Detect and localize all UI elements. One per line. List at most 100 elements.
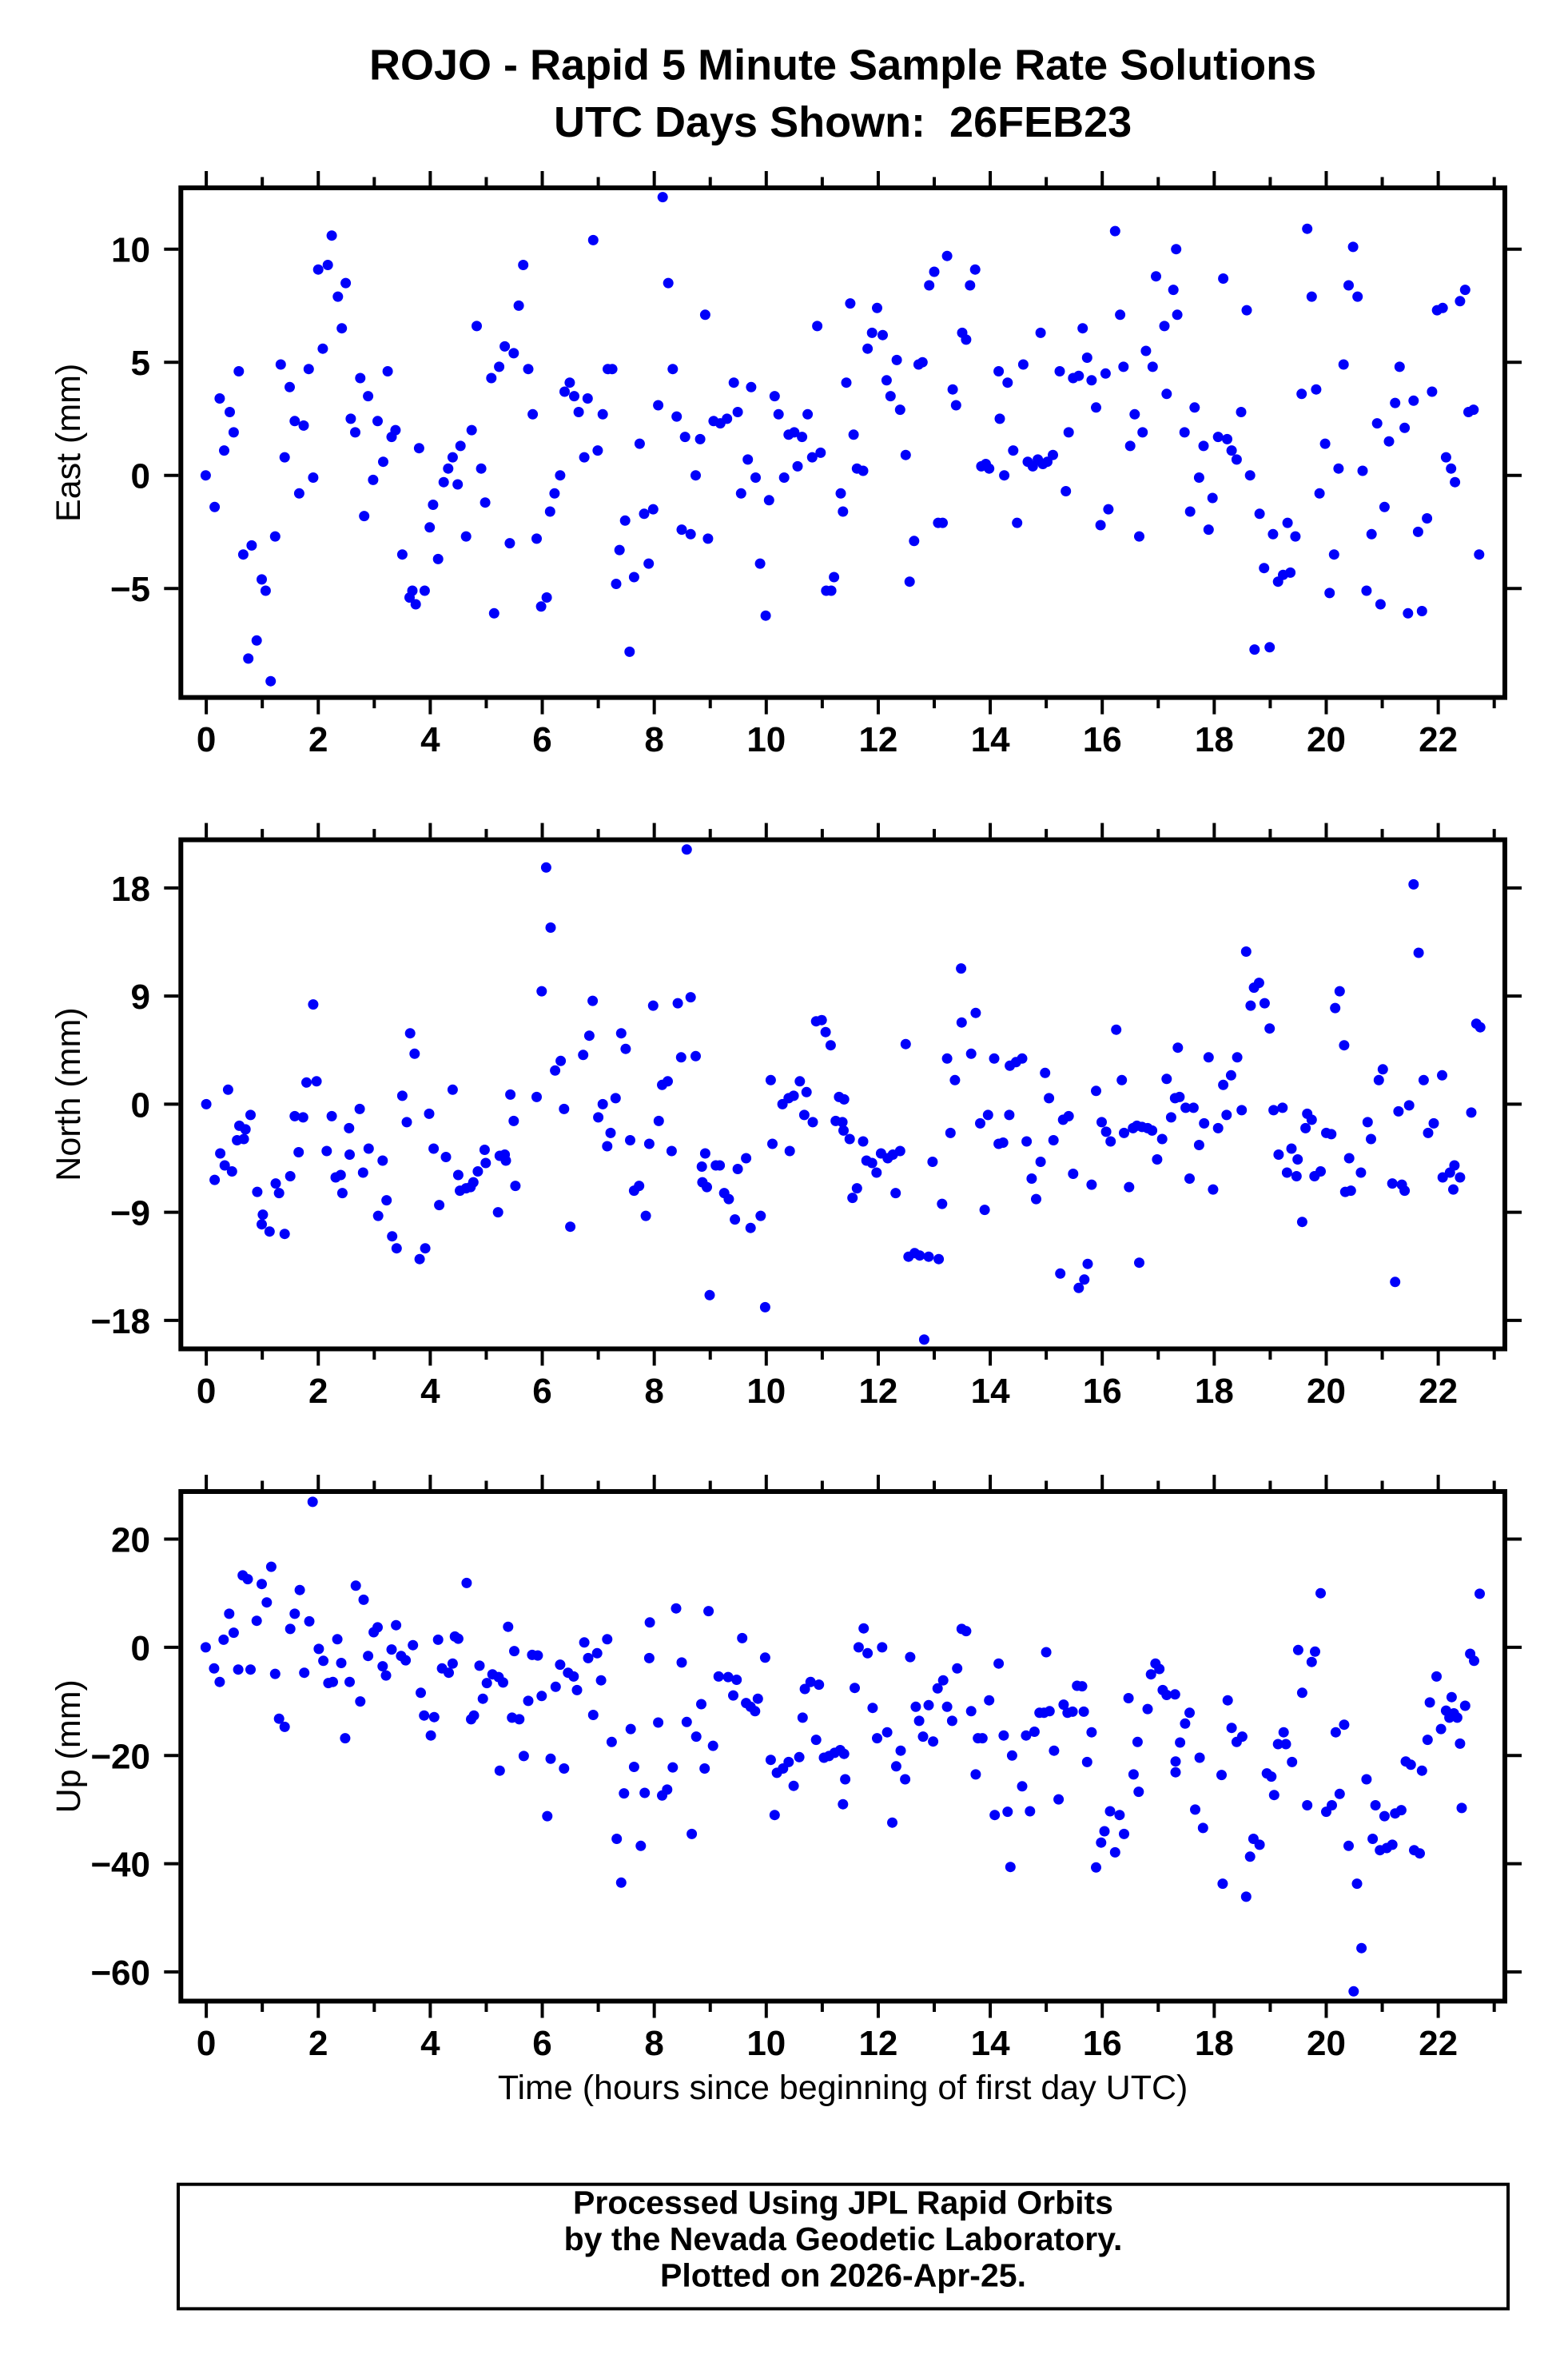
data-point (1165, 1112, 1176, 1123)
data-point (391, 1619, 402, 1631)
data-point (355, 372, 366, 384)
data-point (1004, 1109, 1015, 1121)
data-point (444, 1667, 454, 1679)
data-point (326, 230, 337, 241)
data-point (326, 1110, 337, 1121)
data-point (905, 1651, 916, 1663)
data-point (1412, 526, 1423, 537)
data-point (245, 1109, 256, 1121)
data-point (640, 1210, 651, 1221)
data-point (611, 1834, 623, 1844)
data-point (294, 1584, 305, 1595)
data-point (1387, 1178, 1398, 1189)
data-point (1244, 1851, 1256, 1862)
data-point (1180, 1718, 1191, 1729)
data-point (647, 504, 659, 515)
data-point (848, 429, 859, 440)
data-point (354, 1103, 365, 1114)
data-point (228, 1627, 239, 1639)
data-point (428, 500, 439, 510)
data-point (1049, 1745, 1060, 1756)
data-point (625, 1135, 635, 1145)
data-point (615, 1877, 627, 1888)
data-point (1091, 1862, 1101, 1873)
data-point (555, 470, 566, 481)
data-point (381, 1195, 392, 1206)
data-point (1035, 1157, 1046, 1167)
data-point (432, 553, 444, 564)
data-point (228, 427, 239, 438)
data-point (238, 1133, 249, 1145)
data-point (523, 364, 534, 375)
data-point (929, 266, 940, 277)
data-point (578, 1050, 589, 1061)
data-point (1390, 397, 1401, 408)
data-point (573, 407, 584, 417)
data-point (602, 1634, 613, 1645)
data-point (923, 1251, 934, 1262)
data-point (1134, 531, 1144, 542)
data-point (251, 1615, 262, 1627)
data-point (447, 452, 458, 463)
data-point (583, 1652, 594, 1663)
data-point (279, 1229, 290, 1240)
data-point (1427, 386, 1438, 397)
data-point (1091, 1085, 1101, 1097)
data-point (301, 1077, 312, 1088)
data-point (759, 1652, 770, 1663)
data-point (468, 1177, 479, 1188)
data-point (1244, 470, 1256, 481)
data-point (531, 1091, 542, 1102)
data-point (812, 321, 823, 332)
data-point (970, 1007, 981, 1018)
data-point (969, 264, 981, 275)
data-point (607, 364, 618, 375)
data-point (273, 1713, 285, 1724)
data-point (699, 1763, 710, 1774)
data-point (488, 607, 499, 619)
data-point (1339, 1040, 1350, 1051)
scatter-points (200, 1496, 1485, 1997)
data-point (1002, 377, 1013, 388)
data-point (500, 1155, 511, 1166)
data-point (662, 1784, 673, 1795)
data-point (1240, 1891, 1252, 1902)
data-point (350, 1580, 361, 1591)
data-point (1302, 223, 1313, 234)
data-point (1345, 1185, 1356, 1197)
data-point (536, 1691, 547, 1702)
data-point (447, 1084, 458, 1095)
data-point (783, 1756, 794, 1767)
data-point (639, 1787, 651, 1798)
data-point (1253, 978, 1264, 989)
data-point (997, 1137, 1009, 1148)
data-point (224, 1608, 235, 1619)
data-point (728, 1690, 738, 1701)
data-point (667, 364, 679, 375)
data-point (382, 366, 393, 376)
data-point (407, 585, 418, 596)
data-point (798, 1109, 810, 1121)
data-point (298, 420, 309, 431)
data-point (377, 1661, 388, 1672)
data-point (1474, 1022, 1486, 1033)
data-point (1451, 1712, 1463, 1723)
data-point (807, 1117, 818, 1128)
data-point (434, 1200, 445, 1211)
x-tick-label: 16 (1083, 2024, 1122, 2063)
data-point (1109, 225, 1120, 237)
data-point (890, 1761, 901, 1772)
data-point (945, 1127, 956, 1138)
data-point (877, 1642, 888, 1653)
data-point (686, 1828, 698, 1839)
data-point (699, 309, 710, 321)
data-point (413, 443, 424, 454)
data-point (1026, 1173, 1037, 1184)
data-point (789, 427, 800, 438)
data-point (1431, 1671, 1442, 1682)
axis-ticks (164, 1475, 1522, 2018)
data-point (452, 479, 464, 490)
data-point (615, 1028, 627, 1039)
data-point (396, 549, 408, 560)
data-point (285, 381, 295, 392)
